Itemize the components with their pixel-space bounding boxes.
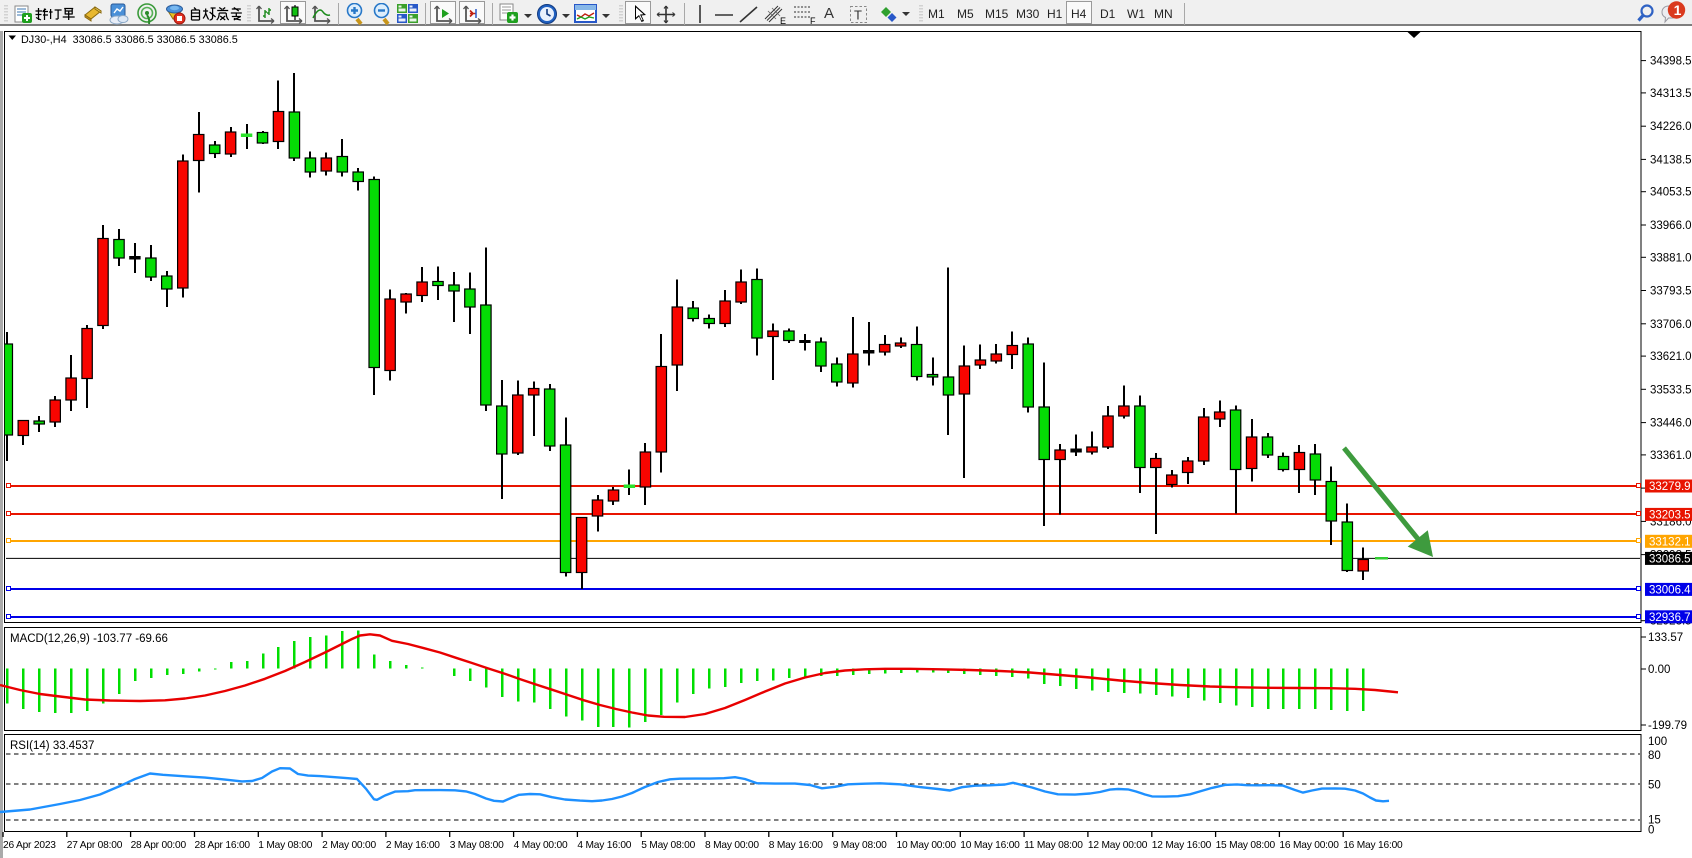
svg-text:-199.79: -199.79 — [1648, 720, 1687, 732]
svg-text:DJ30-,H4 33086.5 33086.5 3308: DJ30-,H4 33086.5 33086.5 33086.5 33086.5 — [21, 34, 238, 46]
svg-text:34313.5: 34313.5 — [1650, 88, 1692, 100]
svg-text:33086.5: 33086.5 — [1649, 553, 1691, 565]
svg-text:33706.0: 33706.0 — [1650, 319, 1692, 331]
svg-text:8 May 16:00: 8 May 16:00 — [769, 840, 823, 851]
svg-text:RSI(14) 33.4537: RSI(14) 33.4537 — [10, 740, 94, 752]
svg-text:33446.0: 33446.0 — [1650, 418, 1692, 430]
svg-text:15: 15 — [1648, 815, 1661, 827]
svg-text:26 Apr 2023: 26 Apr 2023 — [3, 840, 56, 851]
svg-text:27 Apr 08:00: 27 Apr 08:00 — [67, 840, 123, 851]
svg-text:34226.0: 34226.0 — [1650, 121, 1692, 133]
svg-text:3 May 08:00: 3 May 08:00 — [450, 840, 504, 851]
svg-text:2 May 00:00: 2 May 00:00 — [322, 840, 376, 851]
svg-text:33203.5: 33203.5 — [1649, 509, 1691, 521]
svg-text:11 May 08:00: 11 May 08:00 — [1024, 840, 1083, 851]
svg-text:33533.5: 33533.5 — [1650, 384, 1692, 396]
svg-text:12 May 16:00: 12 May 16:00 — [1152, 840, 1212, 851]
svg-text:4 May 00:00: 4 May 00:00 — [514, 840, 568, 851]
svg-text:133.57: 133.57 — [1648, 632, 1683, 644]
svg-text:T: T — [854, 8, 862, 23]
svg-text:1: 1 — [1674, 2, 1682, 18]
svg-text:10 May 16:00: 10 May 16:00 — [960, 840, 1020, 851]
svg-text:16 May 00:00: 16 May 00:00 — [1279, 840, 1339, 851]
svg-text:28 Apr 00:00: 28 Apr 00:00 — [131, 840, 187, 851]
svg-text:33279.9: 33279.9 — [1649, 481, 1691, 493]
svg-text:100: 100 — [1648, 736, 1667, 748]
svg-text:32936.7: 32936.7 — [1649, 612, 1691, 624]
svg-text:34138.5: 34138.5 — [1650, 154, 1692, 166]
svg-text:50: 50 — [1648, 780, 1661, 792]
svg-text:F: F — [810, 16, 816, 26]
svg-text:E: E — [780, 16, 786, 26]
svg-text:5 May 08:00: 5 May 08:00 — [641, 840, 695, 851]
svg-text:8 May 00:00: 8 May 00:00 — [705, 840, 759, 851]
svg-text:0: 0 — [1648, 825, 1654, 837]
svg-text:12 May 00:00: 12 May 00:00 — [1088, 840, 1148, 851]
svg-text:34398.5: 34398.5 — [1650, 56, 1692, 68]
svg-text:33881.0: 33881.0 — [1650, 252, 1692, 264]
svg-text:MACD(12,26,9) -103.77 -69.66: MACD(12,26,9) -103.77 -69.66 — [10, 633, 168, 645]
svg-text:9 May 08:00: 9 May 08:00 — [833, 840, 887, 851]
svg-text:0.00: 0.00 — [1648, 664, 1670, 676]
svg-text:33621.0: 33621.0 — [1650, 351, 1692, 363]
svg-text:1 May 08:00: 1 May 08:00 — [258, 840, 312, 851]
svg-text:33006.4: 33006.4 — [1649, 584, 1691, 596]
svg-text:16 May 16:00: 16 May 16:00 — [1343, 840, 1403, 851]
svg-text:15 May 08:00: 15 May 08:00 — [1216, 840, 1276, 851]
svg-text:80: 80 — [1648, 750, 1661, 762]
svg-text:33132.1: 33132.1 — [1649, 536, 1691, 548]
svg-text:34053.5: 34053.5 — [1650, 187, 1692, 199]
svg-text:33966.0: 33966.0 — [1650, 220, 1692, 232]
svg-text:28 Apr 16:00: 28 Apr 16:00 — [195, 840, 251, 851]
svg-text:33793.5: 33793.5 — [1650, 286, 1692, 298]
svg-text:2 May 16:00: 2 May 16:00 — [386, 840, 440, 851]
svg-text:10 May 00:00: 10 May 00:00 — [897, 840, 957, 851]
svg-text:33361.0: 33361.0 — [1650, 450, 1692, 462]
svg-text:4 May 16:00: 4 May 16:00 — [577, 840, 631, 851]
